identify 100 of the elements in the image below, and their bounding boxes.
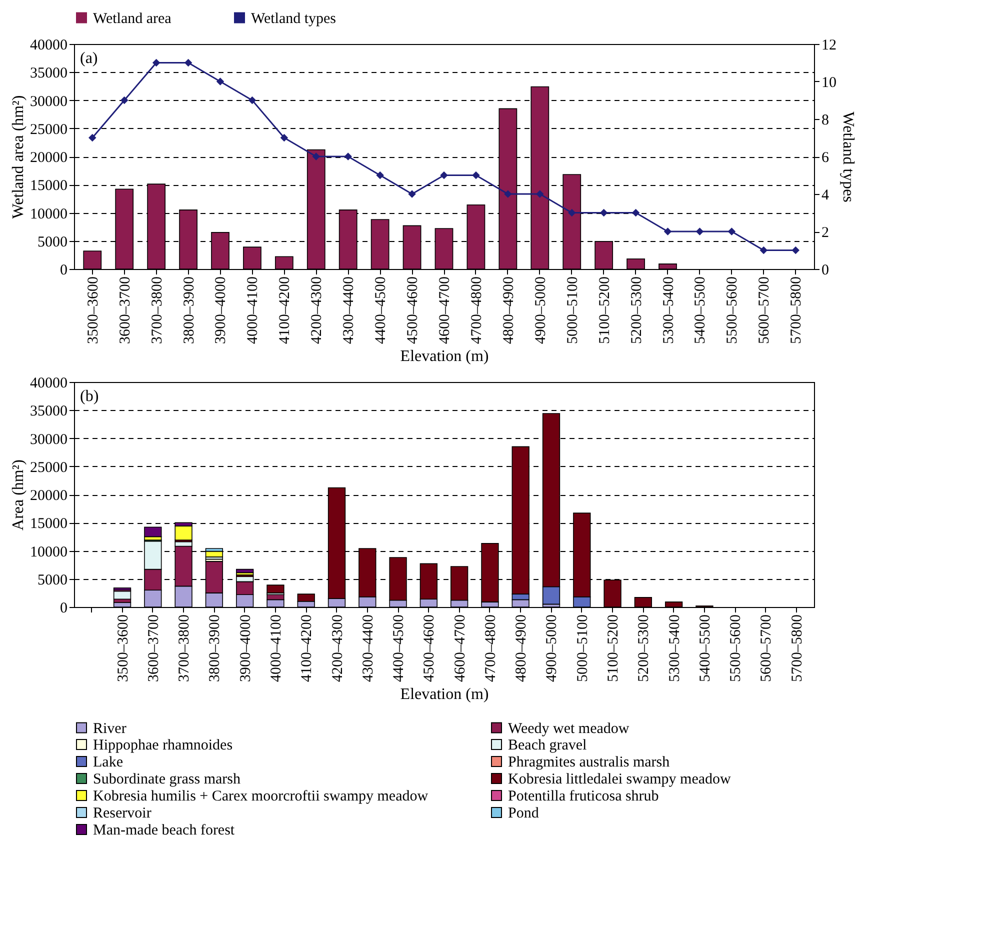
x-tick-label: 5000–5100	[574, 614, 591, 682]
y2-axis-title: Wetland types	[840, 112, 856, 202]
x-tick-label: 4500–4600	[422, 614, 438, 682]
x-tick-label: 4300–4400	[360, 614, 376, 682]
y2-tick-label: 12	[822, 38, 836, 54]
x-tick-label: 5400–5500	[692, 276, 709, 344]
x-tick-label: 4700–4800	[482, 614, 499, 682]
y-tick-label: 30000	[30, 94, 68, 110]
legend-label: Man-made beach forest	[93, 822, 236, 838]
x-tick-label: 4100–4200	[277, 276, 294, 344]
y-axis-title: Area (hm²)	[10, 460, 27, 530]
x-tick-label: 4500–4600	[405, 276, 422, 344]
point	[600, 208, 608, 217]
y-tick-label: 5000	[38, 572, 68, 588]
x-tick-label: 3600–3700	[117, 276, 134, 344]
x-tick-label: 5100–5200	[596, 276, 613, 344]
x-tick-label: 5200–5300	[628, 276, 645, 344]
y-tick-label: 25000	[30, 460, 68, 476]
point	[504, 190, 512, 198]
x-tick-label: 5600–5700	[758, 614, 775, 682]
x-tick-label: 3700–3800	[176, 614, 193, 682]
x-tick-label: 5200–5300	[636, 614, 652, 682]
x-tick-label: 4000–4100	[245, 276, 262, 344]
y2-tick-label: 10	[822, 75, 836, 91]
y-tick-label: 25000	[30, 122, 68, 138]
x-tick-label: 3600–3700	[146, 614, 162, 682]
y-tick-label: 10000	[30, 544, 68, 560]
y-tick-label: 0	[60, 262, 68, 278]
point	[760, 246, 768, 254]
y-tick-label: 20000	[30, 150, 68, 166]
x-tick-label: 4600–4700	[452, 614, 468, 682]
x-axis-title: Elevation (m)	[400, 348, 489, 365]
point	[280, 134, 288, 142]
x-tick-label: 3900–4000	[238, 614, 254, 682]
x-tick-label: 5500–5600	[728, 614, 744, 682]
x-tick-label: 4800–4900	[500, 276, 517, 344]
x-tick-label: 5300–5400	[660, 276, 677, 344]
annotation: (b)	[80, 388, 99, 405]
x-tick-label: 4900–5000	[544, 614, 560, 682]
point	[216, 78, 224, 86]
point	[152, 58, 160, 67]
x-tick-label: 3500–3600	[115, 614, 132, 682]
y-tick-label: 0	[60, 600, 68, 616]
legend-label: Potentilla fruticosa shrub	[508, 788, 659, 804]
x-tick-label: 4100–4200	[299, 614, 316, 682]
legend-label: Reservoir	[93, 806, 152, 822]
point	[376, 171, 384, 180]
point	[792, 246, 800, 254]
x-tick-label: 4400–4500	[391, 614, 408, 682]
y-tick-label: 10000	[30, 206, 68, 222]
x-tick-label: 5300–5400	[666, 614, 683, 682]
x-tick-label: 5600–5700	[756, 276, 773, 344]
legend-label: River	[93, 720, 126, 737]
point	[536, 190, 544, 198]
point	[120, 96, 128, 104]
point	[632, 208, 640, 217]
y2-tick-label: 2	[822, 225, 829, 241]
x-tick-label: 4800–4900	[514, 614, 530, 682]
x-tick-label: 5100–5200	[606, 614, 622, 682]
x-tick-label: 3800–3900	[181, 276, 198, 344]
bar	[144, 526, 162, 538]
y-tick-label: 35000	[30, 404, 68, 420]
x-tick-label: 4200–4300	[309, 276, 326, 344]
x-tick-label: 3900–4000	[213, 276, 230, 344]
point	[728, 228, 736, 236]
legend-label: Pond	[508, 806, 540, 822]
y-tick-label: 40000	[30, 38, 68, 54]
point	[408, 190, 416, 198]
point	[696, 228, 704, 236]
point	[440, 171, 448, 180]
x-tick-label: 4700–4800	[468, 276, 485, 344]
x-tick-label: 4000–4100	[268, 614, 284, 682]
point	[472, 171, 480, 180]
x-tick-label: 5000–5100	[564, 276, 581, 344]
point	[568, 208, 576, 217]
legend-label: Beach gravel	[508, 738, 587, 754]
point	[664, 228, 672, 236]
y-axis-title: Wetland area (hm²)	[10, 95, 27, 219]
x-tick-label: 5500–5600	[724, 276, 741, 344]
x-tick-label: 5700–5800	[788, 276, 805, 344]
legend-label: Kobresia littledalei swampy meadow	[508, 772, 732, 788]
x-tick-label: 5700–5800	[789, 614, 806, 682]
x-tick-label: 3500–3600	[85, 276, 102, 344]
y-tick-label: 35000	[30, 66, 68, 82]
point	[312, 152, 320, 160]
legend-label: Wetland area	[93, 10, 172, 27]
y-tick-label: 40000	[30, 376, 68, 392]
legend-label: Hippophae rhamnoides	[93, 738, 233, 754]
y-tick-label: 5000	[38, 234, 68, 250]
y-tick-label: 15000	[30, 178, 68, 194]
legend-label: Lake	[93, 754, 124, 770]
legend-label: Subordinate grass marsh	[93, 772, 241, 788]
x-tick-label: 5400–5500	[697, 614, 714, 682]
y-tick-label: 20000	[30, 488, 68, 504]
y2-tick-label: 6	[822, 150, 830, 166]
bar	[236, 568, 254, 574]
x-tick-label: 4600–4700	[437, 276, 453, 344]
point	[344, 152, 352, 160]
x-axis-title: Elevation (m)	[400, 686, 489, 703]
legend-label: Kobresia humilis + Carex moorcroftii swampy meadow	[93, 788, 428, 804]
